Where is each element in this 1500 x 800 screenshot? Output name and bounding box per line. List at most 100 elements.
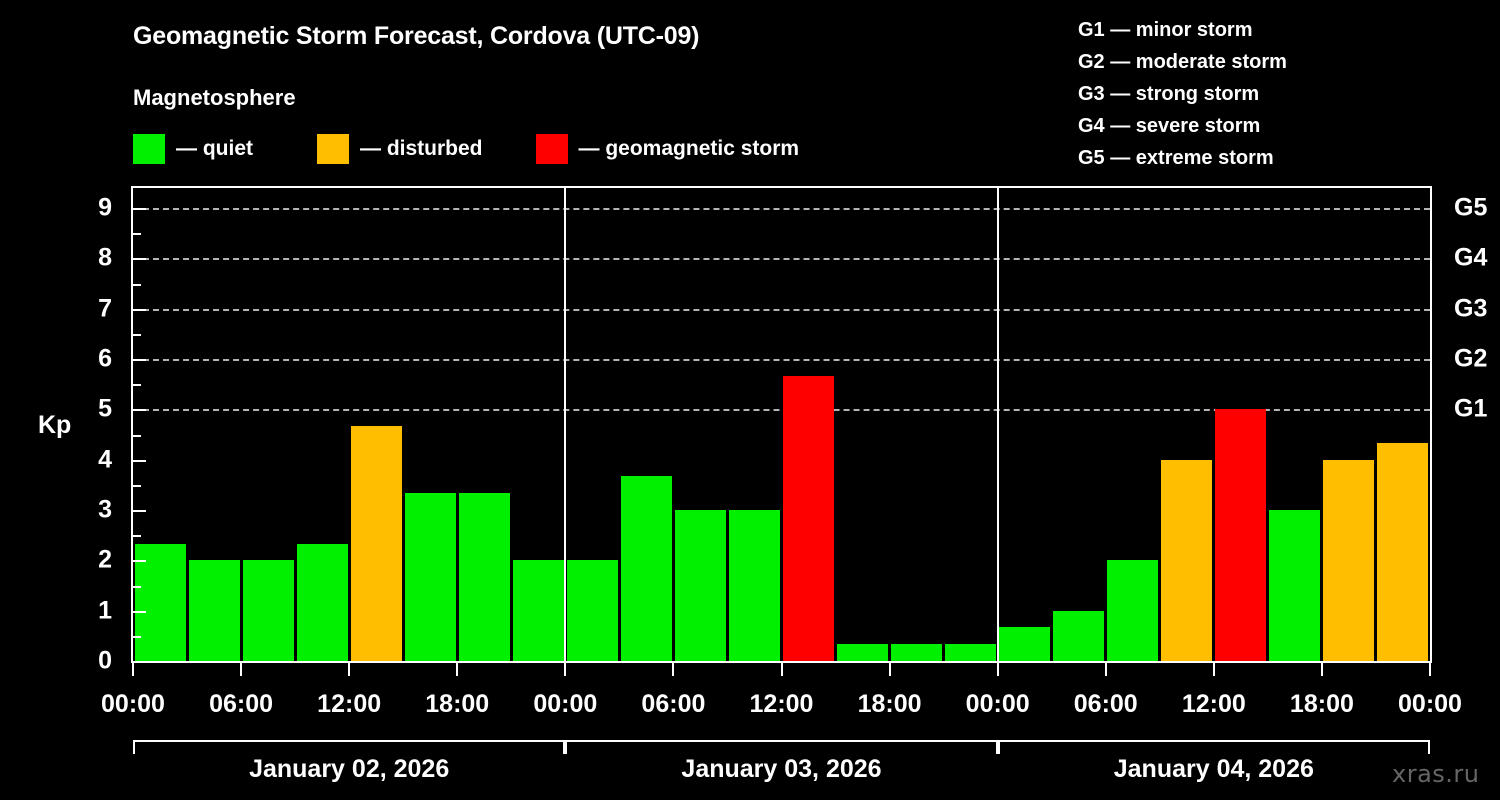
gscale-legend-line-g1: G1 — minor storm [1078, 19, 1253, 41]
bar [566, 560, 618, 661]
bar [891, 644, 943, 661]
plot-area [131, 186, 1432, 663]
y-tick-mark-minor [133, 585, 141, 588]
bar [350, 426, 402, 661]
legend-swatch-disturbed [317, 134, 349, 164]
bar [620, 476, 672, 661]
gridline-kp-5 [133, 409, 1430, 412]
x-tick-mark [1212, 663, 1215, 676]
y-tick-label-3: 3 [98, 495, 112, 524]
legend-item-disturbed: — disturbed [317, 134, 483, 164]
legend-heading: Magnetosphere [133, 85, 296, 110]
gridline-kp-6 [133, 359, 1430, 362]
bar [1107, 560, 1159, 661]
legend-label-disturbed: — disturbed [360, 137, 483, 160]
day-bracket [133, 740, 566, 754]
g-tick-label-G1: G1 [1454, 394, 1488, 423]
bar [999, 627, 1051, 661]
bar [242, 560, 294, 661]
y-tick-mark-minor [133, 333, 141, 336]
y-tick-label-4: 4 [98, 445, 112, 474]
bar [1215, 409, 1267, 661]
y-tick-mark-minor [133, 434, 141, 437]
y-tick-mark [133, 258, 146, 261]
bar [188, 560, 240, 661]
x-tick-label: 18:00 [857, 690, 922, 718]
gscale-legend-line-g4: G4 — severe storm [1078, 115, 1261, 137]
y-tick-label-6: 6 [98, 344, 112, 373]
x-tick-mark [564, 663, 567, 676]
x-tick-mark [888, 663, 891, 676]
x-tick-mark [132, 663, 134, 676]
bar [1161, 459, 1213, 661]
bar [674, 510, 726, 661]
x-tick-mark [1320, 663, 1323, 676]
day-separator [996, 188, 999, 661]
page-title: Geomagnetic Storm Forecast, Cordova (UTC… [133, 22, 700, 50]
g-tick-label-G3: G3 [1454, 294, 1488, 323]
bar [1323, 459, 1375, 661]
bar [945, 644, 997, 661]
y-tick-label-5: 5 [98, 394, 112, 423]
x-tick-mark [240, 663, 243, 676]
day-separator [564, 188, 567, 661]
x-tick-label: 06:00 [209, 690, 274, 718]
gscale-legend-line-g5: G5 — extreme storm [1078, 147, 1274, 169]
y-tick-mark [133, 359, 146, 362]
legend-item-quiet: — quiet [133, 134, 253, 164]
x-tick-label: 12:00 [749, 690, 814, 718]
gscale-legend-line-g3: G3 — strong storm [1078, 83, 1260, 105]
x-tick-mark [672, 663, 675, 676]
y-tick-label-7: 7 [98, 294, 112, 323]
gridline-kp-9 [133, 208, 1430, 211]
x-tick-mark [1104, 663, 1107, 676]
y-tick-mark-minor [133, 484, 141, 487]
bar [1377, 443, 1429, 661]
y-tick-mark [133, 510, 146, 513]
bar [1053, 610, 1105, 661]
x-tick-label: 12:00 [317, 690, 382, 718]
g-tick-label-G4: G4 [1454, 243, 1488, 272]
day-bracket [997, 740, 1430, 754]
y-tick-mark-minor [133, 384, 141, 387]
bar [512, 560, 564, 661]
bar [404, 493, 456, 661]
day-bracket [565, 740, 998, 754]
y-tick-mark [133, 610, 146, 613]
y-tick-mark [133, 459, 146, 462]
plot-inner [133, 188, 1430, 661]
y-tick-label-9: 9 [98, 193, 112, 222]
y-tick-mark [133, 208, 146, 211]
x-tick-label: 12:00 [1181, 690, 1246, 718]
bar [458, 493, 510, 661]
y-tick-mark [133, 560, 146, 563]
bar [837, 644, 889, 661]
legend-label-quiet: — quiet [176, 137, 253, 160]
y-tick-mark-minor [133, 535, 141, 538]
x-tick-mark [780, 663, 783, 676]
x-tick-mark [348, 663, 351, 676]
g-tick-label-G2: G2 [1454, 344, 1488, 373]
g-tick-label-G5: G5 [1454, 193, 1488, 222]
y-tick-mark-minor [133, 233, 141, 236]
y-axis-tick-labels: 0 1 2 3 4 5 6 7 8 9 [72, 0, 112, 800]
bar [1269, 510, 1321, 661]
y-tick-mark [133, 308, 146, 311]
day-label: January 04, 2026 [1113, 755, 1314, 783]
legend: — quiet — disturbed — geomagnetic storm [133, 134, 799, 164]
x-tick-label: 06:00 [641, 690, 706, 718]
x-tick-label: 18:00 [1289, 690, 1354, 718]
y-tick-label-0: 0 [98, 646, 112, 675]
x-tick-mark [456, 663, 459, 676]
bar [728, 510, 780, 661]
y-axis-title: Kp [38, 411, 72, 439]
gridline-kp-7 [133, 308, 1430, 311]
x-tick-mark [1429, 663, 1431, 676]
day-label: January 03, 2026 [681, 755, 882, 783]
y-tick-mark-minor [133, 635, 141, 638]
y-tick-label-8: 8 [98, 243, 112, 272]
watermark: xras.ru [1392, 760, 1480, 788]
x-tick-label: 00:00 [965, 690, 1030, 718]
bar [783, 375, 835, 661]
y-tick-mark [133, 661, 146, 663]
